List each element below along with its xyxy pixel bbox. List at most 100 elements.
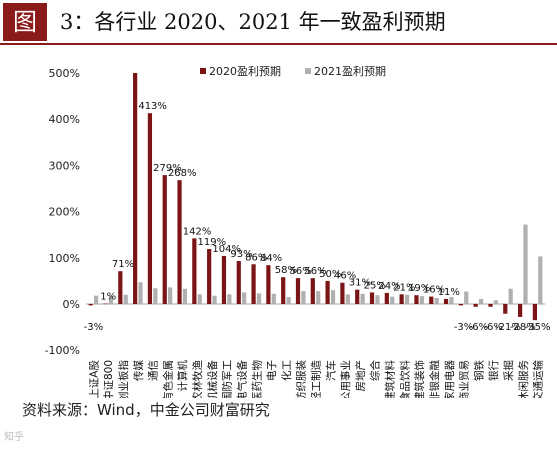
bar-2021 [182,288,188,304]
y-tick-label: 400% [49,113,80,126]
category-label: 机械设备 [206,360,219,398]
bar-2021 [227,294,232,304]
category-label: 综合 [369,360,382,381]
category-label: 家用电器 [443,360,456,398]
data-label: 21% [393,282,415,293]
bar-2020 [177,180,182,304]
bar-2020 [369,292,375,304]
category-label: 公用事业 [339,360,352,398]
bar-2020 [147,113,153,304]
category-label: 钢铁 [472,360,485,381]
title-bar: 图 3：各行业 2020、2021 年一致盈利预期 [0,0,557,45]
data-label: -6% [469,322,488,333]
data-label: 268% [168,168,197,179]
category-label: 有色金属 [161,360,174,398]
bar-2021 [345,294,350,304]
data-label: 11% [438,287,460,298]
bar-2020 [384,292,389,304]
bar-2020 [266,265,271,304]
bar-2020 [414,295,419,304]
bar-2021 [478,298,484,304]
category-label: 中证800 [102,360,115,398]
bar-2021 [523,224,528,304]
category-label: 通信 [148,360,160,381]
category-label: 上证A股 [88,360,100,398]
bar-2021 [301,291,306,304]
bar-2020 [162,175,167,304]
category-label: 采掘 [502,360,515,381]
data-label: -3% [454,322,473,333]
bar-2020 [532,304,537,321]
legend-swatch [200,68,206,74]
category-label: 食品饮料 [398,360,411,398]
bar-2021 [538,256,543,304]
bar-2020 [399,294,404,304]
data-label: 58% [275,265,297,276]
bar-2020 [325,280,330,304]
y-tick-label: 300% [49,159,80,172]
bar-chart: 500% 400% 300% 200% 100% 0% -100% -3% 上证A股 1% 中证80… [45,65,551,398]
bar-2020 [488,304,493,307]
bar-2021 [168,287,173,304]
y-tick-label: 500% [49,67,80,80]
data-label: 25% [364,280,386,291]
data-label: -21% [495,322,521,333]
y-tick-label: 0% [63,298,80,311]
bar-2020 [281,277,286,304]
bar-2021 [123,294,128,304]
y-tick-label: 200% [49,206,80,219]
category-label: 非银金融 [428,360,441,398]
legend-label: 2020盈利预期 [209,65,281,78]
data-label: 19% [408,283,430,294]
bar-2021 [138,282,143,304]
data-label: 24% [378,281,400,292]
category-label: 传媒 [132,360,145,381]
bar-2020 [192,238,197,304]
data-label: 142% [183,226,212,237]
data-label: -28% [510,322,536,333]
bar-2021 [464,291,469,304]
bar-2021 [434,297,439,304]
watermark: 知乎 [4,432,24,443]
data-label: 31% [349,278,371,289]
bar-2021 [316,291,321,304]
bar-2020 [517,304,523,317]
category-label: 交通运输 [532,360,545,398]
data-label: 119% [198,237,227,248]
bar-2020 [295,278,301,304]
category-label: 轻工制造 [310,360,323,398]
category-label: 建筑材料 [384,360,397,398]
data-label: 56% [290,266,312,277]
category-label: 医药生物 [250,360,263,398]
category-label: 电气设备 [235,360,248,398]
page-title: 3：各行业 2020、2021 年一致盈利预期 [60,10,446,34]
category-label: 商业贸易 [458,360,471,398]
data-label: 46% [334,271,356,282]
bar-2020 [429,296,434,304]
data-label: 16% [423,285,445,296]
bar-2020 [503,304,508,314]
data-label: 56% [304,266,326,277]
bar-2021 [94,295,99,304]
bar-2020 [133,73,138,304]
data-label: -6% [483,322,502,333]
bar-2021 [508,288,513,304]
bar-2021 [108,296,114,304]
category-label: 房地产 [354,360,367,392]
bar-2021 [286,297,291,304]
bar-2020 [340,282,345,304]
bar-2021 [271,293,276,304]
bar-2021 [375,295,380,304]
category-label: 汽车 [324,360,337,381]
data-label: 93% [230,249,252,260]
category-label: 农林牧渔 [191,360,204,398]
bar-2020 [118,271,123,304]
bar-2020 [473,304,478,307]
category-label: 纺织服装 [295,360,308,398]
bar-2021 [212,295,217,304]
data-label: -35% [525,322,551,333]
category-label: 建筑装饰 [413,360,426,398]
data-label: 1% [100,292,116,303]
category-label: 休闲服务 [517,360,530,398]
data-label: 71% [112,259,134,270]
